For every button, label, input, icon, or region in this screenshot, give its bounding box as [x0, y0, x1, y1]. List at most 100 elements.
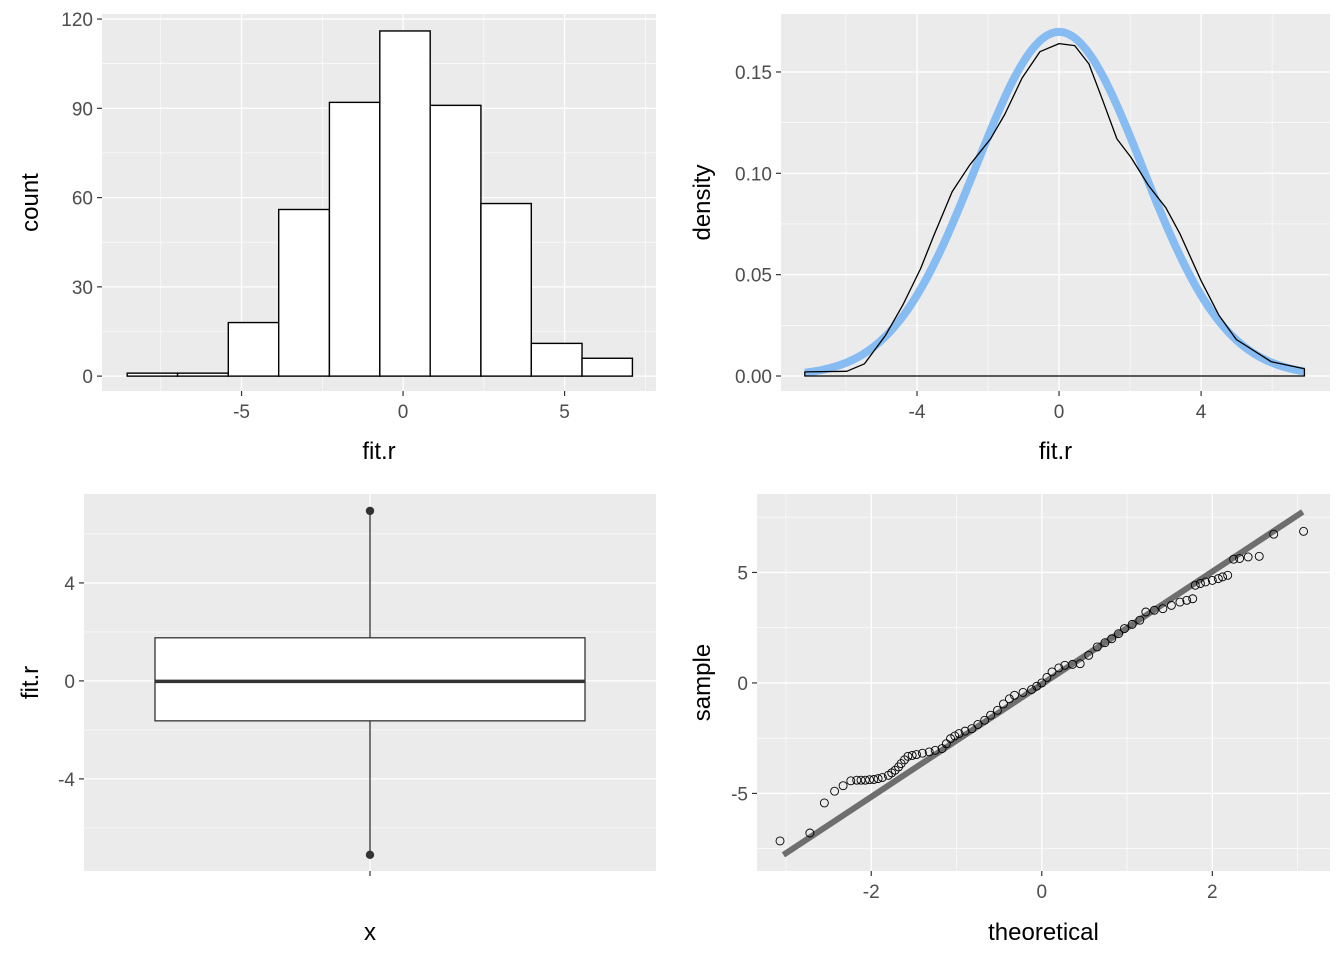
y-axis-title: count — [17, 173, 44, 232]
qq-point — [1175, 597, 1185, 607]
qq-point — [993, 705, 1002, 715]
qq-point — [819, 798, 829, 808]
x-axis-title: fit.r — [362, 438, 395, 465]
qq-point — [865, 775, 875, 785]
qq-point — [1149, 605, 1159, 615]
y-axis-title: density — [689, 164, 716, 240]
y-tick-label: 0.00 — [735, 367, 772, 388]
qq-point — [830, 786, 840, 796]
histogram-bar — [277, 208, 331, 377]
y-tick-label: -5 — [731, 784, 748, 805]
histogram-bar — [480, 202, 533, 377]
y-tick-label: 0 — [64, 672, 75, 693]
qq-point — [1223, 570, 1233, 580]
qq-point — [980, 715, 990, 725]
qq-point — [1158, 604, 1168, 614]
outlier-point — [365, 850, 375, 860]
panel-line-1: 0.00 0.05 0.10 0.15 -4 0 4 fit.r density — [689, 14, 1330, 465]
histogram-bar — [379, 30, 431, 377]
qq-point — [1054, 663, 1064, 673]
qq-point — [852, 775, 862, 785]
qq-point — [846, 776, 856, 786]
qq-point — [890, 765, 900, 775]
x-tick-label: 4 — [1196, 402, 1207, 423]
y-tick-label: -4 — [58, 770, 75, 791]
qq-point — [1207, 575, 1217, 585]
y-tick-label: 0.05 — [735, 266, 772, 287]
qq-point — [1107, 634, 1117, 644]
y-tick-label: 30 — [72, 278, 93, 299]
y-tick-label: 0 — [82, 367, 93, 388]
x-tick-label: -5 — [233, 402, 250, 423]
qq-point — [1235, 554, 1245, 563]
x-tick-label: -2 — [863, 882, 880, 903]
x-axis-title: x — [364, 919, 376, 946]
histogram-bar — [429, 104, 482, 377]
box — [154, 637, 586, 722]
qq-point — [1114, 629, 1123, 639]
qq-point — [960, 726, 970, 736]
qq-point — [1201, 577, 1210, 587]
qq-point — [954, 729, 964, 738]
y-tick-label: 90 — [72, 99, 93, 120]
histogram-bar — [530, 342, 583, 377]
y-tick-label: 5 — [737, 563, 748, 584]
qq-point — [1027, 685, 1037, 695]
qq-point — [856, 775, 866, 785]
qq-point — [1010, 690, 1019, 700]
histogram-bar — [227, 321, 280, 377]
qq-point — [1195, 579, 1205, 588]
x-tick-label: 0 — [398, 402, 409, 423]
qq-point — [1213, 574, 1223, 584]
qq-point — [838, 781, 848, 791]
qq-point — [1190, 580, 1200, 590]
qq-point — [1218, 572, 1228, 582]
qq-point — [1254, 551, 1264, 561]
qq-point — [1243, 552, 1253, 562]
qq-point — [1100, 638, 1110, 648]
x-axis-title: fit.r — [1039, 438, 1072, 465]
y-tick-label: 0.10 — [735, 164, 772, 185]
histogram-bar — [176, 372, 230, 377]
qq-point — [967, 724, 977, 734]
qq-point — [1141, 607, 1151, 617]
qq-point — [775, 836, 785, 846]
qq-point — [805, 828, 815, 838]
histogram-bar — [328, 101, 381, 377]
qq-point — [1299, 526, 1309, 536]
qq-point — [1120, 624, 1129, 634]
qq-point — [1042, 672, 1052, 682]
qq-reference-line — [781, 509, 1305, 858]
qq-point — [986, 710, 996, 720]
y-tick-label: 120 — [61, 10, 93, 31]
qq-point — [894, 762, 903, 772]
panel-bar-0: 0 30 60 90 120 -5 0 5 fit.r count — [17, 10, 656, 465]
x-tick-label: 5 — [559, 402, 570, 423]
qq-point — [950, 731, 960, 741]
panel-boxplot-2: -4 0 4 x fit.r — [17, 494, 656, 946]
qq-point — [903, 751, 913, 761]
x-tick-label: 0 — [1037, 882, 1048, 903]
qq-point — [946, 734, 956, 744]
y-tick-label: 4 — [64, 574, 75, 595]
qq-point — [1032, 681, 1042, 691]
qq-point — [998, 699, 1008, 709]
outlier-point — [365, 506, 375, 516]
qq-point — [930, 745, 940, 755]
qq-point — [924, 747, 934, 757]
qq-point — [1135, 615, 1145, 625]
qq-point — [860, 775, 870, 785]
x-tick-label: 0 — [1054, 402, 1065, 423]
qq-point — [869, 775, 879, 784]
qq-point — [1018, 687, 1028, 697]
qq-point — [1182, 595, 1192, 605]
qq-point — [1166, 600, 1176, 610]
qq-point — [1127, 619, 1137, 629]
qq-point — [873, 774, 883, 784]
y-tick-label: 0.15 — [735, 63, 772, 84]
y-tick-label: 60 — [72, 189, 93, 210]
qq-point — [1084, 650, 1094, 660]
histogram-bar — [581, 357, 634, 377]
x-axis-title: theoretical — [988, 919, 1099, 946]
qq-point — [1037, 678, 1047, 688]
